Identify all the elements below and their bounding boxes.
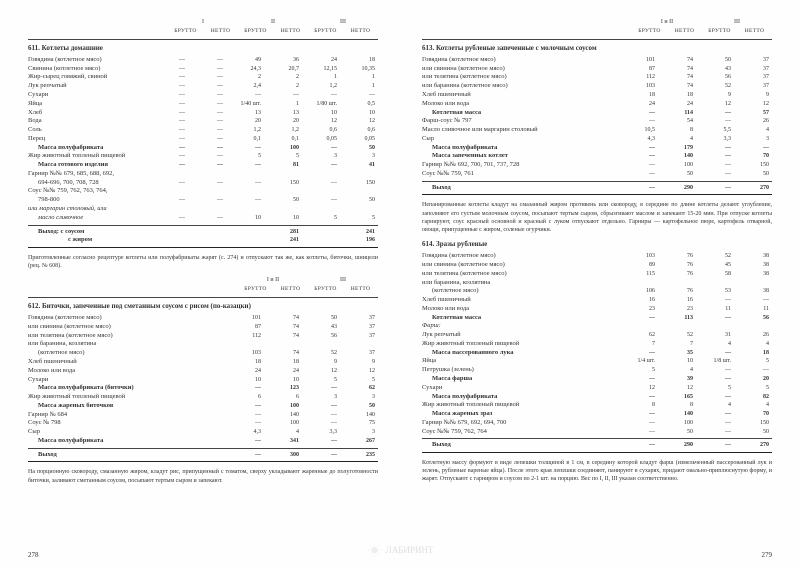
table-row: Молоко или вода23231111 [422, 305, 772, 314]
recipe-614-note: Котлетную массу формуют в виде лепешки т… [422, 459, 772, 483]
table-row: или телятина (котлетное мясо)112745637 [28, 332, 378, 341]
table-row: Перец——0,10,10,050,05 [28, 135, 378, 144]
table-row: Хлеб пшеничный181899 [422, 91, 772, 100]
table-row: Жир животный топленый пищевой6633 [28, 393, 378, 402]
table-row: Жир-сырец говяжий, свиной——2211 [28, 73, 378, 82]
recipe-613-ingredients: Говядина (котлетное мясо)101745037или св… [422, 56, 772, 109]
table-row: Молоко или вода24241212 [28, 367, 378, 376]
recipe-614-ingredients: Говядина (котлетное мясо)103765238или св… [422, 252, 772, 313]
col-group-header: I II III [28, 18, 378, 26]
table-row: или свинина (котлетное мясо)89764538 [422, 261, 772, 270]
table-row: (котлетное мясо)106765338 [422, 287, 772, 296]
table-row: Яйца——1/40 шт.11/80 шт.0,5 [28, 100, 378, 109]
table-row: Говядина (котлетное мясо)103765238 [422, 252, 772, 261]
table-row: Сухари—————— [28, 91, 378, 100]
table-row: или свинина (котлетное мясо)87744337 [422, 65, 772, 74]
table-row: Говядина (котлетное мясо)101745037 [422, 56, 772, 65]
col-sub-header: БРУТТОНЕТТО БРУТТОНЕТТО БРУТТОНЕТТО [28, 28, 378, 35]
recipe-611-title: 611. Котлеты домашние [28, 44, 378, 53]
table-row: Лук репчатый62523126 [422, 331, 772, 340]
table-row: Жир животный топленый пищевой——5533 [28, 152, 378, 161]
recipe-612-ingredients: Говядина (котлетное мясо)101745037или св… [28, 314, 378, 384]
book-spread: I II III БРУТТОНЕТТО БРУТТОНЕТТО БРУТТОН… [0, 0, 800, 570]
table-row: Говядина (котлетное мясо)101745037 [28, 314, 378, 323]
recipe-612-title: 612. Биточки, запеченные под сметанным с… [28, 302, 378, 311]
table-row: или баранина, козлятина [422, 279, 772, 288]
table-row: Свинина (котлетное мясо)——24,320,712,151… [28, 65, 378, 74]
recipe-613-title: 613. Котлеты рубленые запеченные с молоч… [422, 44, 772, 53]
table-row: Говядина (котлетное мясо)——49362418 [28, 56, 378, 65]
table-row: Хлеб——13131010 [28, 109, 378, 118]
table-row: или телятина (котлетное мясо)115765838 [422, 270, 772, 279]
table-row: Сухари101055 [28, 376, 378, 385]
table-row: или баранина, козлятина [28, 340, 378, 349]
table-row: или свинина (котлетное мясо)87744337 [28, 323, 378, 332]
table-row: Жир животный топленый пищевой7744 [422, 340, 772, 349]
table-row: Хлеб пшеничный181899 [28, 358, 378, 367]
table-row: или телятина (котлетное мясо)112745637 [422, 73, 772, 82]
table-row: Хлеб пшеничный1616—— [422, 296, 772, 305]
recipe-613-note: Непанированные котлеты кладут на смазанн… [422, 201, 772, 233]
table-row: (котлетное мясо)103745237 [28, 349, 378, 358]
table-row: Лук репчатый——2,421,21 [28, 82, 378, 91]
page-number-right: 279 [762, 551, 773, 560]
recipe-612-note: На порционную сковороду, смазанную жиром… [28, 468, 378, 484]
recipe-614-title: 614. Зразы рубленые [422, 240, 772, 249]
recipe-611-note: Приготовленные согласно рецептуре котлет… [28, 254, 378, 270]
recipe-611-ingredients: Говядина (котлетное мясо)——49362418Свини… [28, 56, 378, 144]
table-row: Соль——1,21,20,60,6 [28, 126, 378, 135]
page-left: I II III БРУТТОНЕТТО БРУТТОНЕТТО БРУТТОН… [0, 0, 400, 570]
page-right: I и IIIII БРУТТОНЕТТОБРУТТОНЕТТО 613. Ко… [400, 0, 800, 570]
watermark: ЛАБИРИНТ [367, 542, 434, 558]
page-number-left: 278 [28, 551, 39, 560]
table-row: Молоко или вода24241212 [422, 100, 772, 109]
table-row: или баранина (котлетное мясо)103745237 [422, 82, 772, 91]
table-row: Вода——20201212 [28, 117, 378, 126]
